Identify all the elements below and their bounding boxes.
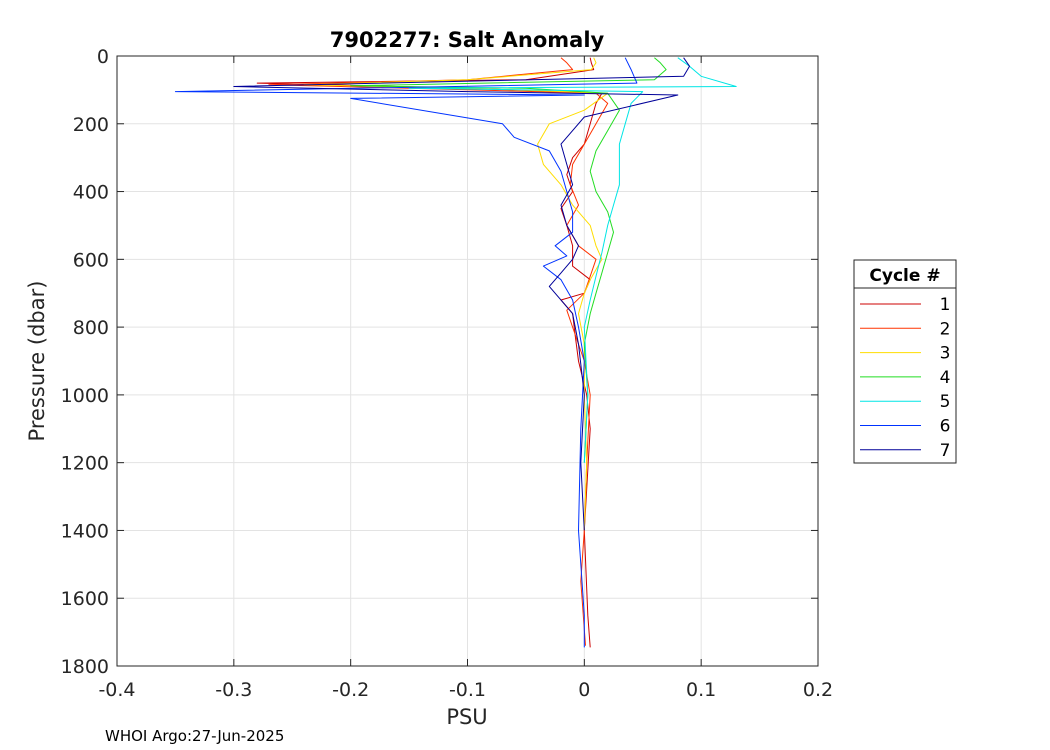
legend-label-cycle-5: 5: [940, 392, 951, 412]
legend-label-cycle-1: 1: [940, 295, 951, 315]
y-tick-label: 1200: [61, 453, 109, 475]
y-tick-label: 600: [73, 249, 109, 271]
y-tick-label: 400: [73, 182, 109, 204]
legend-box: [853, 259, 957, 464]
legend-title: Cycle #: [869, 266, 940, 286]
x-tick-labels: -0.4 -0.3 -0.2 -0.1 0 0.1 0.2: [98, 679, 833, 701]
y-tick-label: 1400: [61, 520, 109, 542]
axis-ticks: [116, 55, 819, 667]
series-lines: [174, 57, 737, 648]
legend-label-cycle-7: 7: [940, 441, 951, 461]
series-line-cycle-4: [350, 57, 667, 463]
legend-label-cycle-2: 2: [940, 319, 951, 339]
legend-entries: 1 2 3 4 5 6 7: [860, 295, 950, 461]
x-axis-label: PSU: [446, 705, 487, 729]
x-tick-label: -0.4: [98, 679, 135, 701]
y-tick-label: 0: [97, 46, 109, 68]
legend-label-cycle-4: 4: [940, 368, 951, 388]
chart-title: 7902277: Salt Anomaly: [330, 28, 605, 52]
legend: Cycle # 1 2 3 4 5 6 7: [853, 259, 957, 464]
x-tick-label: 0.2: [803, 679, 833, 701]
footer-credit: WHOI Argo:27-Jun-2025: [105, 727, 284, 745]
y-tick-label: 1600: [61, 588, 109, 610]
x-tick-label: -0.2: [332, 679, 369, 701]
series-line-cycle-5: [408, 57, 737, 463]
x-tick-label: 0.1: [686, 679, 716, 701]
series-line-cycle-7: [233, 57, 690, 531]
x-tick-label: 0: [578, 679, 590, 701]
legend-label-cycle-6: 6: [940, 417, 951, 437]
y-tick-label: 1800: [61, 656, 109, 678]
legend-label-cycle-3: 3: [940, 344, 951, 364]
y-axis-label: Pressure (dbar): [25, 281, 49, 442]
y-tick-label: 1000: [61, 385, 109, 407]
x-tick-label: -0.1: [449, 679, 486, 701]
series-line-cycle-3: [303, 57, 609, 531]
y-tick-labels: 0 200 400 600 800 1000 1200 1400 1600 1800: [61, 46, 109, 678]
y-tick-label: 800: [73, 317, 109, 339]
y-tick-label: 200: [73, 114, 109, 136]
series-line-cycle-6: [174, 57, 638, 648]
x-tick-label: -0.3: [215, 679, 252, 701]
